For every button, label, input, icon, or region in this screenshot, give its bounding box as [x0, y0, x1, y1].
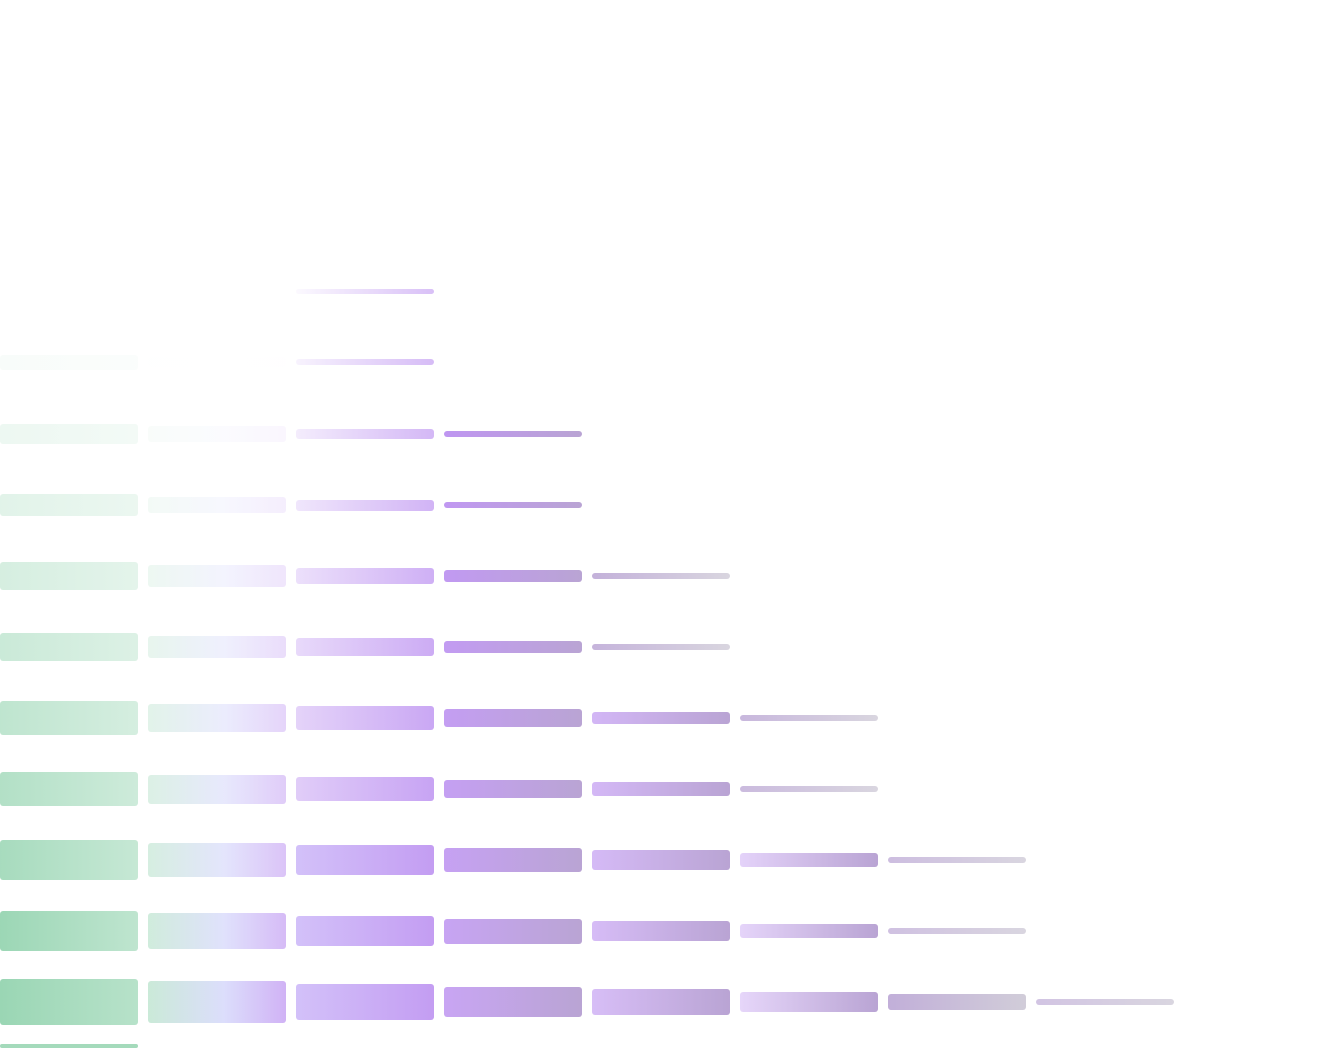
tile-r6-c5	[592, 644, 730, 650]
tile-r11-c2	[148, 981, 286, 1023]
tile-r8-c5	[592, 782, 730, 796]
tile-r4-c1	[0, 494, 138, 516]
tile-r4-c4	[444, 502, 582, 508]
tile-r5-c2	[148, 565, 286, 587]
tile-r11-c1	[0, 978, 138, 1026]
tile-r8-c1	[0, 771, 138, 807]
tile-r4-c3	[296, 499, 434, 511]
tile-r9-c3	[296, 845, 434, 875]
tile-r2-c3	[296, 359, 434, 365]
tile-r11-c5	[592, 989, 730, 1015]
tile-r10-c1	[0, 910, 138, 952]
tile-r8-c2	[148, 774, 286, 804]
tile-r2-c1	[0, 354, 138, 370]
tile-r6-c1	[0, 633, 138, 661]
tile-r5-c5	[592, 573, 730, 579]
tile-r5-c1	[0, 562, 138, 590]
tile-r6-c4	[444, 640, 582, 654]
tile-r2-c2	[148, 357, 286, 367]
tile-r10-c7	[888, 928, 1026, 934]
tile-r7-c2	[148, 703, 286, 733]
tile-r3-c1	[0, 423, 138, 445]
tile-r9-c6	[740, 853, 878, 867]
tile-r4-c2	[148, 496, 286, 514]
tile-r8-c3	[296, 777, 434, 801]
tile-r9-c5	[592, 850, 730, 870]
tile-r11-c3	[296, 984, 434, 1020]
tile-r10-c2	[148, 913, 286, 949]
tile-r7-c3	[296, 706, 434, 730]
tile-r6-c3	[296, 638, 434, 656]
tile-r9-c1	[0, 840, 138, 880]
tile-r9-c4	[444, 847, 582, 873]
tile-r3-c2	[148, 426, 286, 442]
tile-r10-c3	[296, 915, 434, 947]
tile-r11-c6	[740, 991, 878, 1013]
tile-r7-c5	[592, 711, 730, 725]
tile-r1-c3	[296, 288, 434, 294]
tile-r3-c4	[444, 431, 582, 437]
tile-r3-c3	[296, 428, 434, 440]
tile-r6-c2	[148, 635, 286, 659]
tile-r5-c4	[444, 570, 582, 582]
tile-r10-c5	[592, 921, 730, 941]
tile-r9-c2	[148, 842, 286, 878]
tile-r8-c6	[740, 786, 878, 792]
tile-r10-c6	[740, 923, 878, 939]
tile-r7-c6	[740, 715, 878, 721]
tile-r8-c4	[444, 779, 582, 799]
tile-r11-c4	[444, 986, 582, 1018]
tile-r11-c8	[1036, 999, 1174, 1005]
tile-r9-c7	[888, 857, 1026, 863]
tile-r7-c4	[444, 709, 582, 727]
tile-r1-c1	[0, 283, 138, 299]
tile-r10-c4	[444, 918, 582, 944]
tile-r12-c1	[0, 1044, 138, 1048]
tile-r5-c3	[296, 567, 434, 585]
tile-r1-c2	[148, 286, 286, 296]
tile-r7-c1	[0, 701, 138, 735]
tile-r11-c7	[888, 994, 1026, 1010]
